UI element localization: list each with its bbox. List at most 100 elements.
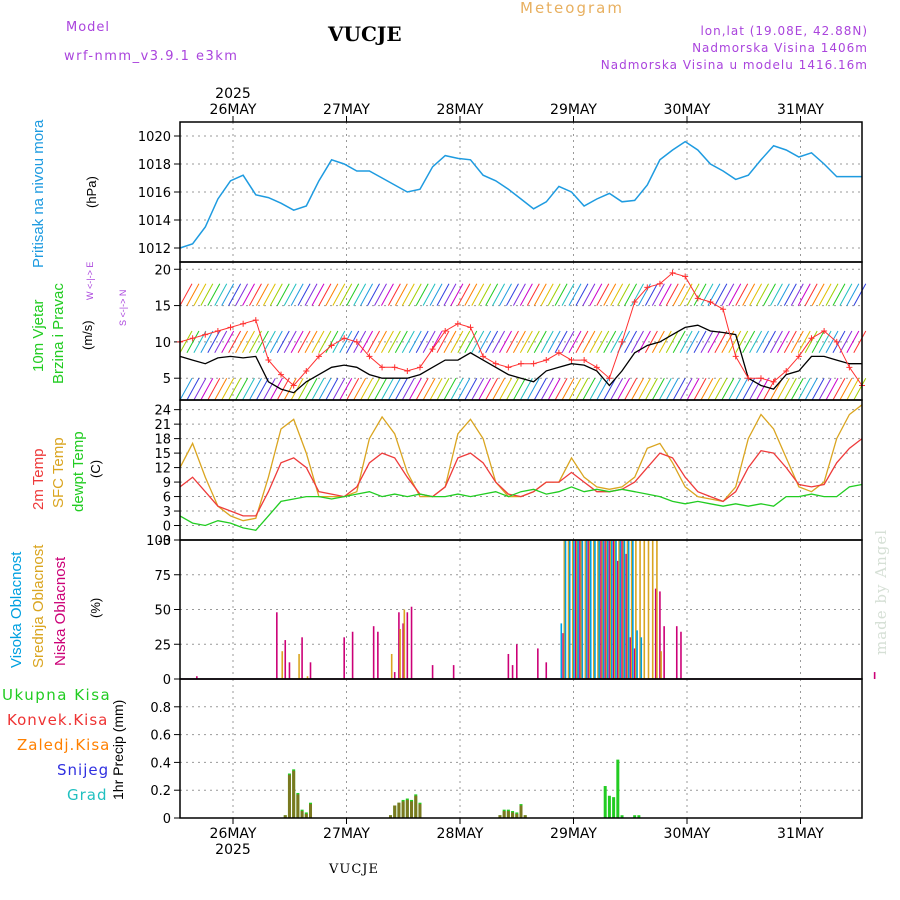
x-day-label-bottom: 31MAY — [777, 826, 824, 842]
wind-barb — [756, 283, 769, 306]
wind-barb — [575, 283, 589, 306]
wind-barb — [714, 330, 728, 354]
wind-barb — [318, 377, 332, 401]
wind-barb — [728, 330, 742, 354]
wind-barb — [672, 330, 686, 354]
wind-barb — [700, 283, 714, 306]
precip-conv-bar — [304, 813, 308, 818]
wind-barb — [471, 377, 485, 401]
wind-barb — [471, 330, 485, 354]
wind-barb — [422, 283, 436, 306]
wind-barb — [506, 330, 519, 354]
wind-barb — [269, 377, 283, 401]
wind-barb — [443, 283, 457, 306]
y-tick-label: 15 — [154, 447, 171, 462]
wind-barb — [728, 377, 742, 401]
y-tick-label: 0.2 — [150, 784, 171, 799]
wind-barb — [200, 283, 214, 306]
wind-barb — [249, 283, 262, 306]
wind-barb — [276, 330, 290, 354]
gust-marker — [379, 364, 386, 371]
wind-barb — [693, 377, 707, 401]
wind-barb — [429, 283, 443, 306]
y-tick-label: 100 — [146, 534, 171, 549]
wind-barb — [644, 330, 658, 354]
wind-barb — [512, 377, 526, 401]
gust-marker — [732, 353, 739, 360]
footer-station: VUCJE — [329, 862, 379, 877]
wind-barb — [735, 377, 749, 401]
wind-barb — [242, 330, 255, 354]
gust-marker — [404, 367, 411, 374]
gust-marker — [770, 378, 777, 385]
wind-barb — [603, 330, 617, 354]
wind-barb — [797, 330, 811, 354]
wind-barb — [679, 330, 693, 354]
gust-marker — [555, 349, 562, 356]
wind-barb — [394, 330, 408, 354]
wind-barb — [589, 377, 603, 401]
wind-barb — [214, 283, 228, 306]
wind-barb — [485, 377, 499, 401]
wind-barb — [749, 283, 763, 306]
wind-barb — [651, 283, 665, 306]
wind-barb — [367, 330, 380, 354]
precip-total-bar — [637, 815, 641, 818]
gust-marker — [505, 364, 512, 371]
wind-barb — [519, 377, 533, 401]
wind-barb — [200, 330, 214, 354]
gust-marker — [543, 357, 550, 364]
wind-barb — [332, 283, 346, 306]
wind-barb — [721, 283, 735, 306]
wind-barb — [756, 330, 769, 354]
wind-barb — [526, 283, 540, 306]
y-tick-label: 10 — [154, 336, 171, 351]
gust-marker — [694, 295, 701, 302]
panel-frame — [179, 399, 863, 541]
wind-barb — [499, 377, 512, 401]
wind-barb — [415, 283, 429, 306]
wind-barb — [526, 377, 540, 401]
precip-conv-bar — [511, 812, 515, 818]
wind-barb — [790, 330, 804, 354]
gust-marker — [202, 331, 209, 338]
y-tick-label: 0 — [163, 673, 171, 688]
y-tick-label: 0.8 — [150, 701, 171, 716]
wind-barb — [547, 283, 561, 306]
gust-marker — [303, 367, 310, 374]
wind-barb — [776, 283, 790, 306]
wind-barb — [735, 283, 749, 306]
y-tick-label: -3 — [158, 534, 171, 549]
gust-marker — [808, 335, 815, 342]
y-tick-label: 3 — [163, 505, 171, 520]
wind-barb — [526, 330, 540, 354]
x-day-label-top: 31MAY — [777, 102, 824, 118]
y-tick-label: 18 — [154, 433, 171, 448]
wind-barb — [221, 283, 235, 306]
y-tick-label: 20 — [154, 263, 171, 278]
wind-barb — [450, 330, 464, 354]
wind-barb — [221, 330, 235, 354]
wind-barb — [839, 283, 853, 306]
wind-barb — [818, 283, 832, 306]
wind-barb — [346, 283, 360, 306]
wind-barb — [408, 330, 422, 354]
gust-marker — [593, 364, 600, 371]
gust-marker — [757, 375, 764, 382]
wind-barb — [499, 283, 512, 306]
wind-barb — [554, 330, 568, 354]
wind-barb — [825, 330, 839, 354]
y-tick-label: 24 — [154, 404, 171, 419]
wind-barb — [512, 283, 526, 306]
precip-conv-label: Konvek.Kisa — [7, 711, 109, 729]
wind-barb — [547, 377, 561, 401]
wind-barb — [575, 377, 589, 401]
wind-barb — [790, 377, 804, 401]
wind-barb — [568, 283, 582, 306]
gust-marker — [252, 317, 259, 324]
wind-barb — [387, 283, 401, 306]
wind-barb — [297, 283, 311, 306]
precip-conv-bar — [296, 794, 300, 818]
wind-barb — [818, 377, 832, 401]
